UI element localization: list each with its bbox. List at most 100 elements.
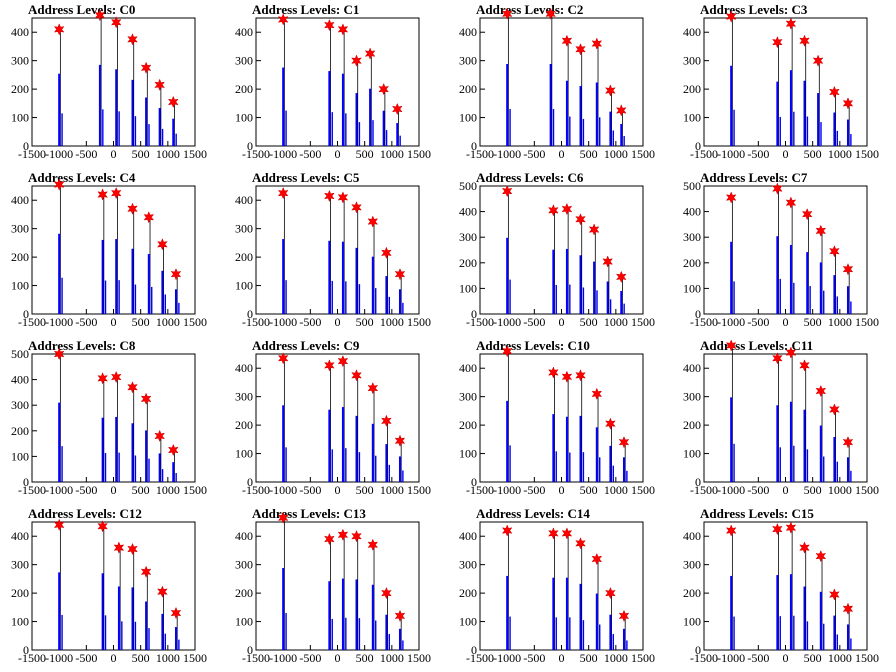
y-tick-label: 0 [247, 139, 253, 153]
level-bar [369, 88, 372, 146]
level-bar-secondary [358, 618, 361, 650]
x-tick-label: -1000 [717, 147, 745, 161]
level-bar [282, 239, 285, 314]
level-bar [371, 256, 374, 314]
peak-star-marker [591, 37, 603, 50]
peak-star-marker [367, 381, 379, 395]
level-bar-secondary [345, 617, 347, 650]
y-tick-label: 0 [247, 475, 253, 489]
peak-star-marker [561, 34, 573, 47]
x-tick-label: -500 [747, 651, 769, 665]
y-tick-label: 200 [235, 250, 253, 264]
y-tick-label: 400 [459, 361, 477, 375]
peak-star-marker [575, 369, 586, 382]
level-bar-secondary [161, 128, 164, 146]
peak-star-marker [815, 549, 827, 563]
level-bar [115, 69, 118, 146]
x-tick-label: 500 [356, 315, 374, 329]
y-tick-label: 0 [247, 307, 253, 321]
peak-star-marker [829, 85, 840, 99]
y-tick-label: 400 [683, 25, 701, 39]
level-bar-secondary [555, 451, 557, 482]
plot-frame [31, 185, 196, 315]
y-tick-label: 100 [459, 111, 477, 125]
peak-star-marker [337, 528, 349, 541]
level-bar [341, 407, 344, 482]
level-bar [552, 414, 555, 482]
x-tick-label: 0 [559, 315, 565, 329]
level-bar-secondary [61, 277, 63, 314]
y-tick-label: 200 [683, 586, 701, 600]
chart-panel: Address Levels: C1 0 100 200 300 400 -1500 -100… [235, 2, 431, 161]
peak-star-marker [127, 381, 138, 394]
x-tick-label: 1500 [631, 315, 655, 329]
level-bar-secondary [806, 116, 809, 146]
peak-star-marker [337, 191, 349, 204]
x-tick-label: -1000 [269, 315, 297, 329]
x-tick-label: 0 [335, 651, 341, 665]
level-bar [593, 261, 596, 314]
peak-star-marker [53, 518, 65, 531]
level-bar-secondary [375, 288, 377, 314]
peak-star-marker [113, 541, 125, 554]
level-bar-secondary [836, 461, 838, 482]
level-bar [803, 586, 806, 650]
level-bar-secondary [823, 290, 825, 314]
x-tick-label: 0 [559, 483, 565, 497]
x-tick-label: -1000 [269, 651, 297, 665]
level-bar [282, 67, 285, 146]
level-bar-secondary [372, 120, 374, 146]
peak-star-marker [154, 429, 165, 443]
y-tick-label: 200 [459, 82, 477, 96]
peak-star-marker [324, 189, 335, 203]
y-tick-label: 100 [683, 615, 701, 629]
y-tick-label: 300 [11, 222, 29, 236]
chart-panel: Address Levels: C11 0 100 200 300 400 -1500 -10… [683, 338, 879, 497]
level-bar-secondary [61, 614, 63, 650]
level-bar [846, 624, 849, 650]
level-bar [789, 574, 792, 650]
level-bar-secondary [793, 282, 795, 314]
peak-star-marker [157, 238, 168, 251]
peak-star-marker [548, 366, 559, 379]
level-bar [341, 578, 344, 650]
level-bar-secondary [509, 445, 511, 482]
y-tick-label: 200 [11, 424, 29, 438]
level-bar-secondary [134, 621, 137, 650]
peak-star-marker [170, 606, 182, 620]
peak-star-marker [501, 184, 513, 198]
chart-panel: Address Levels: C70100200300400500-1500-… [683, 170, 879, 329]
y-tick-label: 400 [235, 193, 253, 207]
x-tick-label: 500 [804, 651, 822, 665]
level-bar [158, 108, 161, 146]
level-bar [385, 614, 388, 650]
y-tick-label: 0 [23, 139, 29, 153]
level-bar [833, 615, 836, 650]
x-tick-label: 0 [335, 315, 341, 329]
level-bar [806, 252, 809, 314]
x-tick-label: 1000 [156, 315, 180, 329]
peak-star-marker [110, 370, 122, 384]
chart-title: Address Levels: C12 [28, 506, 142, 521]
peak-star-marker [842, 436, 854, 449]
level-bar [730, 397, 733, 482]
peak-star-marker [351, 530, 362, 543]
level-bar [398, 289, 401, 314]
x-tick-label: -1500 [690, 147, 718, 161]
peak-star-marker [815, 384, 827, 398]
level-bar-secondary [164, 633, 166, 650]
level-bar [579, 255, 582, 314]
level-bar [789, 70, 792, 146]
level-bar [846, 286, 849, 314]
y-tick-label: 400 [459, 205, 477, 219]
y-tick-label: 100 [459, 615, 477, 629]
chart-title: Address Levels: C9 [252, 338, 360, 353]
level-bar-secondary [509, 616, 511, 650]
level-bar-secondary [779, 116, 781, 146]
x-tick-label: -1500 [18, 651, 46, 665]
x-tick-label: -500 [747, 147, 769, 161]
y-tick-label: 100 [235, 447, 253, 461]
x-tick-label: 0 [559, 651, 565, 665]
x-tick-label: -500 [299, 483, 321, 497]
